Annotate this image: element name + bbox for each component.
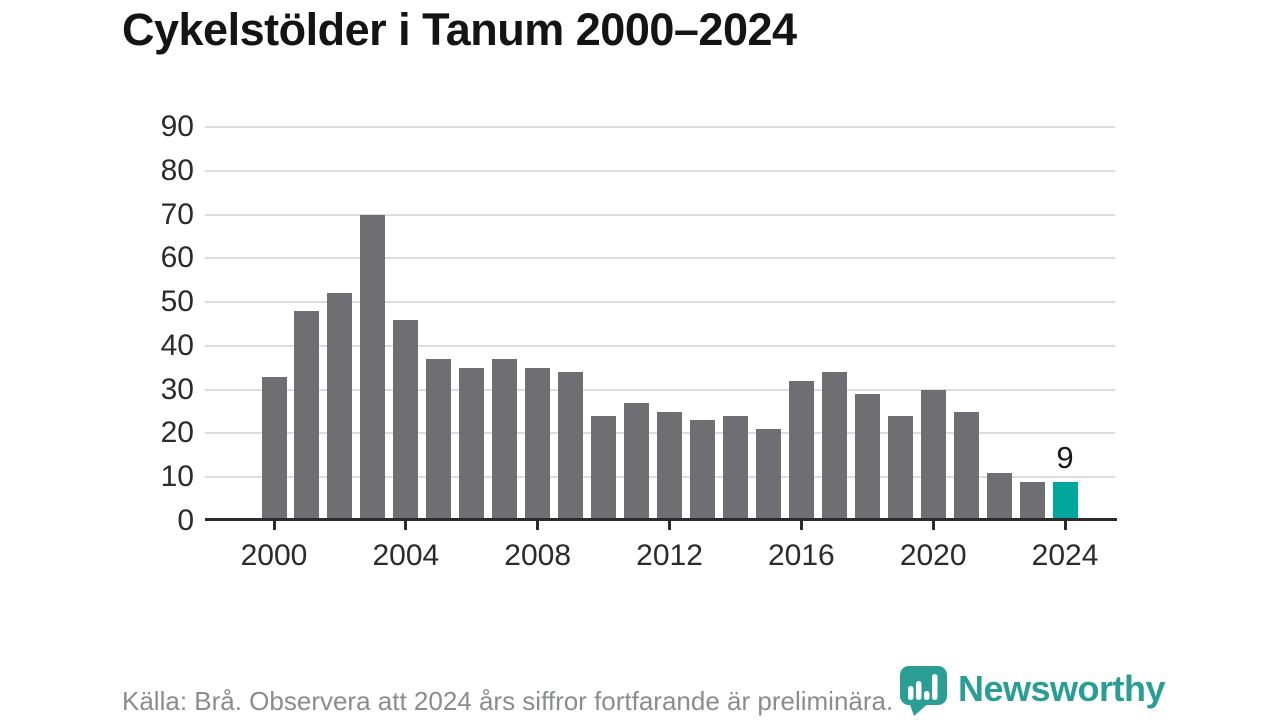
x-tick-label-2020: 2020 bbox=[899, 539, 967, 572]
bar-2017 bbox=[821, 372, 847, 521]
y-tick-label-10: 10 bbox=[160, 460, 194, 494]
bar-2004 bbox=[393, 319, 419, 521]
bar-2002 bbox=[327, 293, 353, 521]
x-tick-label-2008: 2008 bbox=[504, 539, 572, 572]
bar-2018 bbox=[854, 394, 880, 521]
y-axis-labels: 0 10 20 30 40 50 60 70 80 90 bbox=[118, 110, 194, 537]
x-axis-line bbox=[205, 518, 1117, 521]
x-tick-label-2004: 2004 bbox=[372, 539, 440, 572]
y-tick-label-0: 0 bbox=[177, 504, 194, 537]
bar-2008 bbox=[525, 367, 551, 521]
bar-2016 bbox=[788, 380, 814, 521]
y-tick-label-20: 20 bbox=[160, 416, 194, 450]
source-note: Källa: Brå. Observera att 2024 års siffr… bbox=[122, 686, 894, 716]
bar-2022 bbox=[986, 472, 1012, 521]
x-tick-2024 bbox=[1063, 521, 1067, 530]
newsworthy-logo-icon bbox=[900, 666, 947, 716]
bar-2024 bbox=[1052, 481, 1078, 521]
y-tick-label-80: 80 bbox=[160, 153, 194, 187]
bar-2020 bbox=[920, 389, 946, 521]
chart-title: Cykelstölder i Tanum 2000–2024 bbox=[122, 4, 797, 55]
bar-2015 bbox=[755, 429, 781, 521]
gridline-80 bbox=[205, 169, 1115, 172]
y-tick-label-90: 90 bbox=[160, 110, 194, 143]
bar-2023 bbox=[1019, 481, 1045, 521]
bar-2006 bbox=[459, 367, 485, 521]
bar-2001 bbox=[294, 310, 320, 521]
bar-2012 bbox=[657, 411, 683, 521]
gridline-70 bbox=[205, 213, 1115, 216]
x-tick-label-2016: 2016 bbox=[767, 539, 835, 572]
highlight-value-label: 9 bbox=[1056, 439, 1074, 475]
x-tick-2000 bbox=[272, 521, 276, 530]
bar-chart-plot-area: 2000 2004 2008 2012 2016 2020 2024 9 bbox=[205, 126, 1117, 572]
bar-2011 bbox=[624, 402, 650, 521]
bar-2013 bbox=[689, 420, 715, 521]
x-tick-2008 bbox=[536, 521, 540, 530]
x-tick-label-2000: 2000 bbox=[240, 539, 308, 572]
bar-2000 bbox=[261, 376, 287, 521]
gridline-90 bbox=[205, 126, 1115, 128]
y-tick-label-50: 50 bbox=[160, 285, 194, 319]
bar-2007 bbox=[492, 359, 518, 521]
gridline-30 bbox=[205, 388, 1115, 391]
x-tick-label-2012: 2012 bbox=[636, 539, 703, 572]
bar-2005 bbox=[426, 359, 452, 521]
gridline-50 bbox=[205, 301, 1115, 304]
y-tick-label-70: 70 bbox=[160, 197, 194, 231]
x-tick-label-2024: 2024 bbox=[1031, 539, 1099, 572]
x-tick-2016 bbox=[799, 521, 803, 530]
y-tick-label-30: 30 bbox=[160, 372, 194, 406]
bar-2003 bbox=[360, 214, 386, 521]
newsworthy-logo-text: Newsworthy bbox=[958, 668, 1166, 709]
gridline-40 bbox=[205, 344, 1115, 347]
y-tick-label-60: 60 bbox=[160, 241, 194, 275]
gridline-60 bbox=[205, 257, 1115, 260]
bar-2009 bbox=[558, 372, 584, 521]
y-tick-label-40: 40 bbox=[160, 328, 194, 362]
x-tick-2004 bbox=[404, 521, 408, 530]
x-tick-2020 bbox=[931, 521, 935, 530]
bar-2021 bbox=[953, 411, 979, 521]
bar-2010 bbox=[591, 415, 617, 521]
bar-2019 bbox=[887, 415, 913, 521]
bar-2014 bbox=[722, 415, 748, 521]
x-tick-2012 bbox=[668, 521, 672, 530]
